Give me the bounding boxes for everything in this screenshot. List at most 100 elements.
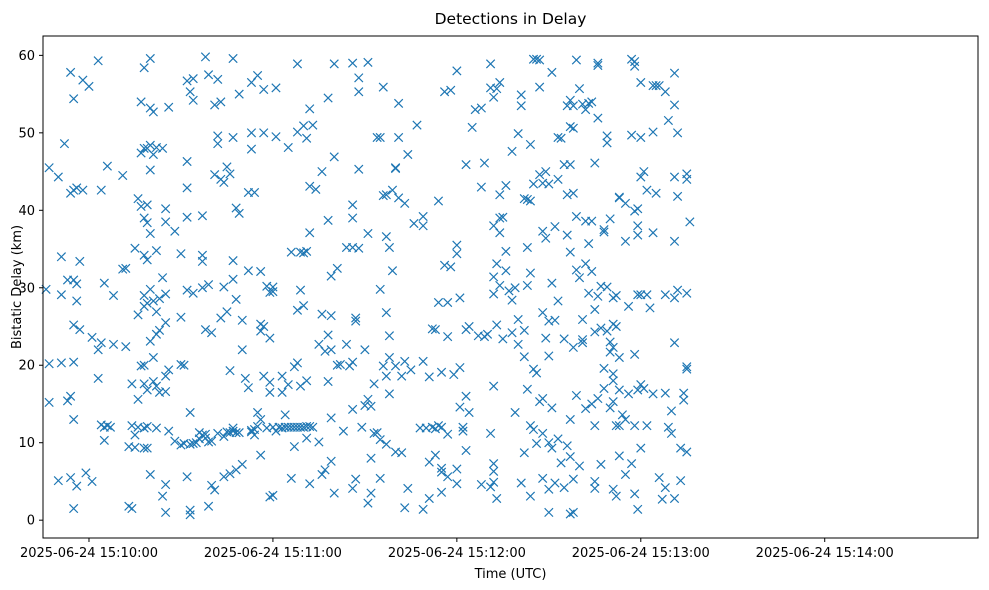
data-point xyxy=(534,55,545,65)
data-point xyxy=(44,163,54,173)
data-point xyxy=(544,507,554,518)
data-point xyxy=(669,172,680,182)
data-point xyxy=(145,228,155,239)
data-point xyxy=(550,478,560,488)
data-point xyxy=(182,472,192,482)
data-point xyxy=(630,349,640,360)
data-point xyxy=(571,265,582,275)
data-point xyxy=(53,172,63,182)
data-point xyxy=(320,346,330,356)
data-point xyxy=(298,121,309,131)
data-point xyxy=(145,53,155,64)
data-point xyxy=(541,166,551,177)
data-point xyxy=(329,488,339,498)
data-point xyxy=(366,453,376,463)
data-point xyxy=(75,324,85,335)
data-point xyxy=(553,434,563,444)
data-point xyxy=(99,435,109,446)
data-point xyxy=(584,238,594,249)
data-point xyxy=(541,233,551,243)
data-point xyxy=(378,190,388,201)
data-point xyxy=(547,403,557,413)
data-point xyxy=(636,77,646,88)
data-point xyxy=(53,476,63,486)
data-point xyxy=(317,469,327,480)
data-point xyxy=(611,290,621,301)
data-point xyxy=(142,421,152,432)
data-point xyxy=(206,436,217,446)
data-point xyxy=(188,438,198,449)
data-point xyxy=(69,503,79,514)
data-point xyxy=(630,489,640,499)
data-point xyxy=(240,373,250,384)
data-point xyxy=(182,156,192,167)
data-point xyxy=(231,203,241,213)
data-point xyxy=(375,434,385,445)
data-point xyxy=(381,307,391,318)
data-point xyxy=(443,472,453,482)
data-point xyxy=(176,312,186,322)
y-tick-label: 50 xyxy=(18,126,35,141)
data-point xyxy=(219,282,229,292)
data-point xyxy=(151,245,162,256)
data-point xyxy=(510,407,520,418)
data-point xyxy=(547,67,557,78)
data-point xyxy=(568,507,578,518)
data-point xyxy=(69,320,79,330)
data-point xyxy=(602,138,612,148)
data-point xyxy=(544,438,554,448)
data-point xyxy=(213,139,223,149)
data-point xyxy=(72,183,82,193)
data-point xyxy=(210,170,220,180)
data-point xyxy=(544,179,554,189)
data-point xyxy=(660,388,670,398)
data-point xyxy=(185,439,195,449)
data-point xyxy=(206,480,217,490)
data-point xyxy=(593,113,603,123)
data-point xyxy=(347,200,358,210)
data-point xyxy=(507,328,517,338)
data-point xyxy=(669,236,680,246)
data-point xyxy=(685,217,695,227)
data-point xyxy=(679,388,689,398)
data-point xyxy=(516,478,526,488)
data-point xyxy=(669,493,680,504)
data-point xyxy=(176,249,186,259)
data-point xyxy=(160,507,171,518)
data-point xyxy=(65,391,76,401)
data-point xyxy=(495,77,505,88)
data-point xyxy=(682,174,692,184)
data-point xyxy=(157,491,168,501)
data-point xyxy=(108,339,119,349)
data-point xyxy=(538,393,548,404)
data-point xyxy=(228,426,238,436)
data-point xyxy=(682,364,692,374)
data-point xyxy=(562,230,572,240)
data-point xyxy=(623,389,634,399)
data-point xyxy=(320,465,330,475)
data-point xyxy=(154,293,165,304)
data-point xyxy=(587,97,597,107)
data-point xyxy=(528,179,539,189)
data-point xyxy=(305,421,315,432)
data-point xyxy=(565,122,575,132)
data-point xyxy=(259,84,269,95)
data-point xyxy=(378,361,388,371)
data-point xyxy=(81,468,91,478)
data-point xyxy=(587,266,597,277)
data-point xyxy=(160,289,171,299)
data-point xyxy=(381,232,391,242)
data-point xyxy=(599,363,609,373)
data-point xyxy=(292,59,303,69)
data-point xyxy=(268,287,278,297)
data-point xyxy=(151,307,162,317)
data-point xyxy=(501,246,511,256)
data-point xyxy=(127,503,137,514)
data-point xyxy=(164,426,174,436)
data-point xyxy=(332,263,342,274)
data-point xyxy=(148,149,158,160)
data-point xyxy=(298,248,309,258)
data-point xyxy=(369,379,379,389)
data-point xyxy=(44,359,54,369)
data-point xyxy=(538,226,548,236)
